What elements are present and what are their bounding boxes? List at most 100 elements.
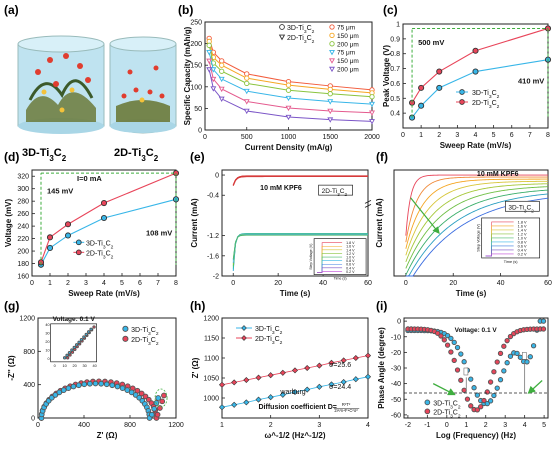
panel-e-chart: 0 20 40 60 -2 -1.6 -1.2 -0.4 0 Time (s) Current (m…	[190, 169, 372, 298]
inset-frame	[313, 238, 367, 275]
x-tick-label: 6	[138, 280, 142, 287]
data-point	[151, 405, 158, 412]
data-point	[278, 34, 286, 41]
x-axis-label: Z' (Ω)	[97, 431, 118, 440]
x-tick-label: 20	[449, 280, 457, 287]
data-point	[504, 360, 510, 366]
data-point	[487, 379, 494, 385]
data-point	[327, 117, 334, 123]
data-point	[487, 398, 494, 404]
x-axis-label: Time (s)	[456, 289, 487, 298]
data-point	[497, 350, 504, 357]
x-tick-label: 40	[497, 280, 505, 287]
y-axis-label: Peak Voltage (V)	[382, 45, 391, 107]
data-point	[75, 382, 82, 389]
panel-c-chart: 0 1 2 3 4 5 6 7 8 0.4 0.5 0.6 0.7 0.8 0.9 1 Sweep Rate (…	[382, 22, 552, 150]
highlight-ellipse	[154, 388, 168, 408]
data-point	[122, 325, 129, 332]
inset-legend-entry: 1.8 V	[346, 241, 355, 245]
legend-entry: 150 μm	[337, 58, 359, 65]
crossover-arrow	[527, 380, 543, 394]
data-point	[501, 343, 507, 349]
panel-a-illustration: 3D-Ti3C2 2D-Ti3C2	[17, 35, 177, 163]
x-tick-label: -1	[424, 422, 430, 429]
data-point	[132, 392, 139, 398]
y-tick-label: 180	[17, 261, 29, 268]
current-curve	[405, 186, 549, 269]
y-axis-label: Specific Capacity (mAh/g)	[183, 26, 192, 125]
y-tick-label: 250	[190, 20, 202, 27]
sigma-3d: σ=24.4	[329, 384, 351, 391]
x-tick-label: 6	[510, 132, 514, 139]
legend-entry: 2D-Ti3C2	[255, 336, 283, 346]
data-point	[206, 42, 212, 48]
y-tick-label: 150	[190, 63, 202, 70]
y-tick-label: 0	[31, 416, 35, 423]
x-tick-label: 0	[36, 422, 40, 429]
data-point	[218, 381, 226, 388]
data-point	[329, 66, 335, 73]
data-point	[441, 337, 447, 343]
y-tick-label: 0.7	[390, 66, 400, 73]
data-point	[316, 362, 323, 369]
x-tick-label: 2000	[364, 134, 380, 141]
panel-label-f: (f)	[376, 150, 388, 164]
data-point	[72, 345, 76, 350]
x-tick-label: -2	[405, 422, 411, 429]
data-point	[436, 68, 443, 75]
y-tick-label: 0.5	[390, 96, 400, 103]
y-tick-label: 1200	[203, 316, 219, 323]
x-tick-label: 8	[546, 132, 550, 139]
inset-legend-entry: 0.8 V	[518, 240, 527, 244]
x-tick-label: 7	[156, 280, 160, 287]
data-point	[464, 396, 471, 402]
inset-x-label: Time (s)	[334, 277, 347, 281]
x-tick-label: 1000	[281, 134, 297, 141]
data-point	[494, 385, 500, 391]
data-point	[138, 390, 145, 397]
y-axis-label: -Z'' (Ω)	[7, 355, 16, 381]
sigma-2d: σ=25.6	[329, 362, 351, 369]
data-point	[63, 356, 67, 360]
y-tick-label: -20	[391, 350, 401, 357]
data-point	[65, 385, 72, 392]
data-point	[92, 380, 99, 387]
data-point	[243, 99, 250, 105]
data-point	[540, 318, 547, 324]
y-tick-label: 1150	[204, 336, 219, 343]
data-point	[87, 330, 91, 334]
data-point	[436, 84, 443, 91]
inset-legend-entry: 0.4 V	[518, 248, 527, 252]
annotation-145mv: 145 mV	[47, 187, 73, 196]
x-tick-label: 1	[220, 422, 224, 429]
data-point	[328, 381, 335, 388]
data-point	[530, 343, 537, 349]
inset-legend-entry: 1.0 V	[346, 256, 355, 260]
inset-legend-entry: 1.2 V	[346, 252, 355, 256]
y-tick-label: 280	[17, 199, 29, 206]
data-point	[435, 330, 441, 336]
warburg-label: warburg	[279, 389, 305, 396]
data-point	[472, 68, 479, 75]
data-point	[267, 372, 274, 379]
marker-box	[522, 352, 527, 360]
x-tick-label: 0	[445, 422, 449, 429]
data-point	[527, 354, 533, 360]
current-curve	[405, 176, 549, 243]
data-point	[474, 392, 481, 398]
data-point	[507, 333, 514, 340]
data-point	[206, 50, 213, 56]
data-point	[210, 67, 217, 73]
data-point	[92, 325, 96, 329]
x-tick-label: 400	[78, 422, 90, 429]
marker-box	[463, 367, 469, 376]
y-tick-label: -60	[391, 412, 401, 419]
y-axis-label: Phase Angle (degree)	[377, 327, 386, 409]
annotation-current: I=0 mA	[77, 174, 102, 183]
x-tick-label: 2	[484, 422, 488, 429]
x-axis-label: Current Density (mA/g)	[245, 143, 333, 152]
current-curve	[405, 193, 549, 277]
data-point	[438, 333, 444, 339]
y-axis-label: Current (mA)	[190, 198, 199, 248]
